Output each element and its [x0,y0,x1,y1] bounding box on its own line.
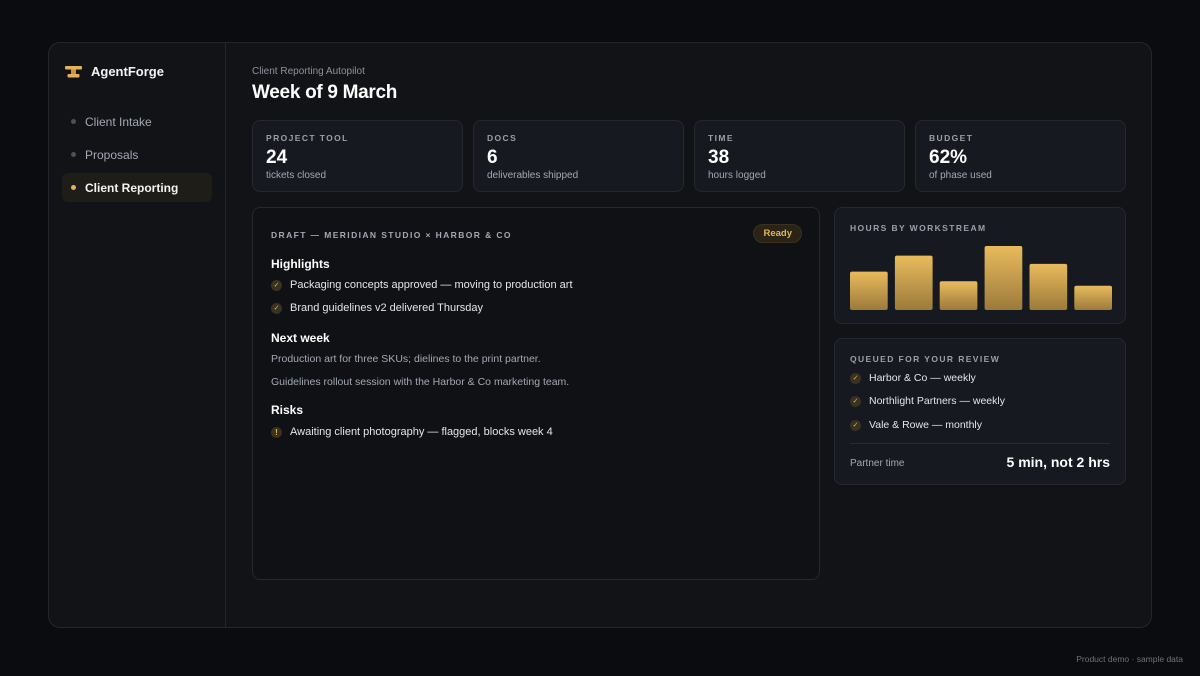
footer-note: Product demo · sample data [1076,654,1183,664]
queue-item-text: Harbor & Co — weekly [869,372,976,384]
bar-4[interactable] [984,246,1023,310]
next-week-item: Guidelines rollout session with the Harb… [271,376,570,388]
risk-text: Awaiting client photography — flagged, b… [290,426,553,438]
queue-card-label: QUEUED FOR YOUR REVIEW [850,354,1001,364]
queue-item-text: Northlight Partners — weekly [869,395,1005,407]
check-icon: ✓ [271,279,282,291]
stat-card-budget[interactable]: BUDGET 62% of phase used [915,120,1126,192]
stat-caption: deliverables shipped [487,170,579,181]
queue-item[interactable]: ✓ Vale & Rowe — monthly [850,419,982,431]
stat-value: 62% [929,147,968,168]
app-window: AgentForge Client Intake Proposals Clien… [48,42,1152,628]
stat-caption: tickets closed [266,170,327,181]
highlight-item: ✓ Packaging concepts approved — moving t… [271,279,573,291]
bar-5[interactable] [1029,263,1068,310]
divider [850,443,1110,444]
warning-icon: ! [271,426,282,438]
brand[interactable]: AgentForge [65,64,164,79]
check-icon: ✓ [850,395,861,407]
check-icon: ✓ [850,419,861,431]
page-title: Week of 9 March [252,82,398,103]
highlights-heading: Highlights [271,257,330,271]
stats-row: PROJECT TOOL 24 tickets closed DOCS 6 de… [252,120,1126,192]
hours-bar-chart [850,246,1112,310]
sidebar-nav: Client Intake Proposals Client Reporting [62,107,212,206]
stat-label: DOCS [487,133,518,143]
hours-card-label: HOURS BY WORKSTREAM [850,223,987,233]
check-icon: ✓ [850,372,861,384]
highlight-text: Packaging concepts approved — moving to … [290,279,573,291]
nav-dot-icon [71,119,76,124]
stat-card-project-tool[interactable]: PROJECT TOOL 24 tickets closed [252,120,463,192]
highlight-item: ✓ Brand guidelines v2 delivered Thursday [271,302,483,314]
next-week-item: Production art for three SKUs; dielines … [271,353,541,365]
nav-dot-icon [71,185,76,190]
stat-card-time[interactable]: TIME 38 hours logged [694,120,905,192]
stat-value: 38 [708,147,730,168]
bar-6[interactable] [1074,285,1112,310]
queue-item[interactable]: ✓ Harbor & Co — weekly [850,372,976,384]
stat-label: PROJECT TOOL [266,133,349,143]
sidebar-item-proposals[interactable]: Proposals [62,140,212,169]
stat-caption: of phase used [929,170,992,181]
partner-time-label: Partner time [850,458,905,469]
status-badge: Ready [753,224,802,243]
sidebar-item-client-reporting[interactable]: Client Reporting [62,173,212,202]
stat-caption: hours logged [708,170,766,181]
highlight-text: Brand guidelines v2 delivered Thursday [290,302,484,314]
sidebar-item-label: Client Reporting [85,180,179,195]
page-subtitle: Client Reporting Autopilot [252,66,365,77]
main-content: Client Reporting Autopilot Week of 9 Mar… [252,43,1151,627]
queue-item-text: Vale & Rowe — monthly [869,419,983,431]
stat-card-docs[interactable]: DOCS 6 deliverables shipped [473,120,684,192]
queue-item[interactable]: ✓ Northlight Partners — weekly [850,395,1005,407]
draft-report-card: DRAFT — MERIDIAN STUDIO × HARBOR & CO Re… [252,207,820,580]
next-week-heading: Next week [271,331,330,345]
stat-label: BUDGET [929,133,974,143]
anvil-icon [65,65,82,77]
hours-by-workstream-card: HOURS BY WORKSTREAM [834,207,1126,324]
stat-label: TIME [708,133,734,143]
sidebar: AgentForge Client Intake Proposals Clien… [49,43,226,627]
bar-1[interactable] [850,271,888,310]
sidebar-item-label: Client Intake [85,114,152,129]
sidebar-item-client-intake[interactable]: Client Intake [62,107,212,136]
check-icon: ✓ [271,302,282,314]
risks-heading: Risks [271,403,304,417]
draft-heading: DRAFT — MERIDIAN STUDIO × HARBOR & CO [271,230,512,240]
sidebar-item-label: Proposals [85,147,139,162]
risk-item: ! Awaiting client photography — flagged,… [271,426,553,438]
review-queue-card: QUEUED FOR YOUR REVIEW ✓ Harbor & Co — w… [834,338,1126,485]
brand-name: AgentForge [91,64,164,79]
nav-dot-icon [71,152,76,157]
bar-2[interactable] [894,255,933,310]
bar-3[interactable] [939,281,978,310]
stat-value: 6 [487,147,498,168]
partner-time-value: 5 min, not 2 hrs [1006,454,1110,470]
stat-value: 24 [266,147,288,168]
